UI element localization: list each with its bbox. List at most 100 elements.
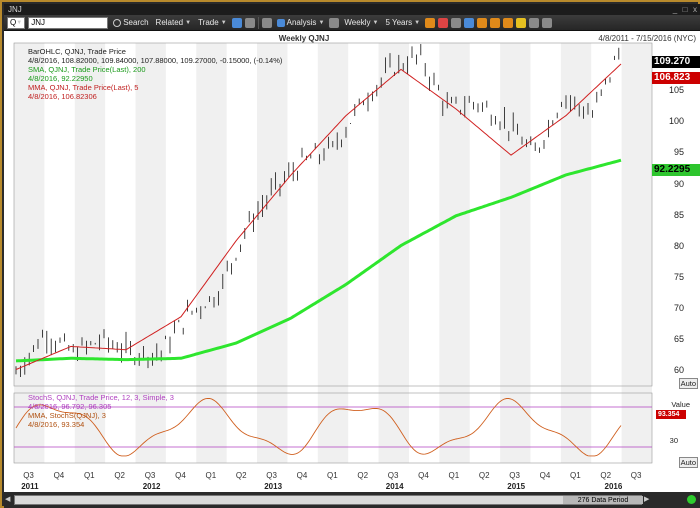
sma-price-tag: 92.2295 (652, 164, 700, 176)
legend-stoch-title: StochS, QJNJ, Trade Price, 12, 3, Simple… (28, 393, 174, 402)
y-tick-70: 70 (673, 303, 684, 313)
search-icon (113, 18, 122, 27)
mma-price-tag: 106.823 (652, 72, 700, 84)
symbol-value: JNJ (31, 18, 45, 27)
chevron-down-icon: ▼ (185, 19, 192, 26)
crosshair-icon[interactable] (451, 17, 462, 28)
x-quarter-label: Q3 (387, 471, 399, 480)
related-label: Related (155, 18, 184, 27)
help-icon[interactable] (542, 17, 553, 28)
chart-type-icon[interactable] (425, 17, 436, 28)
quarter-shade (317, 43, 349, 463)
legend-stoch-mma-title: MMA, StochS(QJNJ), 3 (28, 411, 106, 420)
analysis-icon (276, 18, 285, 27)
legend-sma-title: SMA, QJNJ, Trade Price(Last), 200 (28, 65, 146, 74)
quarter-shade (378, 43, 409, 463)
scroll-left-icon[interactable] (477, 17, 488, 28)
zoom-icon[interactable] (464, 17, 475, 28)
x-quarter-label: Q1 (570, 471, 581, 480)
settings-icon[interactable] (529, 17, 540, 28)
status-bar: ◀ 276 Data Period ▶ (4, 492, 700, 508)
scroll-left-arrow-icon[interactable]: ◀ (5, 496, 11, 503)
range-selector[interactable]: 5 Years ▼ (383, 16, 422, 29)
trade-menu-button[interactable]: Trade ▼ (196, 16, 229, 29)
x-year-label: 2014 (385, 482, 404, 491)
price-auto-scale-button[interactable]: Auto (678, 378, 698, 389)
symbol-type-selector[interactable]: Q ▼ (7, 16, 26, 29)
forward-icon[interactable] (244, 17, 255, 28)
mma-5-line (15, 63, 622, 370)
x-quarter-label: Q3 (144, 471, 156, 480)
scroll-right-arrow-icon[interactable]: ▶ (644, 496, 650, 503)
scroll-right-icon[interactable] (490, 17, 501, 28)
x-quarter-label: Q2 (235, 471, 247, 480)
quarter-shade (621, 43, 652, 463)
draw-tool-icon[interactable] (438, 17, 449, 28)
chevron-down-icon: ▼ (372, 19, 379, 26)
back-icon[interactable] (231, 17, 242, 28)
range-label: 5 Years (385, 18, 413, 27)
connection-status-icon (687, 495, 696, 504)
price-chart[interactable] (4, 31, 700, 492)
x-year-label: 2012 (142, 482, 161, 491)
chevron-down-icon: ▼ (318, 19, 325, 26)
x-quarter-label: Q3 (630, 471, 642, 480)
toolbar: Q ▼ JNJ Search Related ▼ Trade ▼ Analysi… (4, 15, 700, 31)
y-tick-95: 95 (673, 147, 684, 157)
stoch-tick-30: 30 (669, 436, 678, 445)
chevron-down-icon: ▼ (220, 19, 227, 26)
bar-style-icon[interactable] (329, 17, 340, 28)
x-quarter-label: Q2 (114, 471, 125, 480)
y-tick-85: 85 (673, 210, 684, 220)
legend-bar-values: 4/8/2016, 108.82000, 109.84000, 107.8800… (28, 56, 283, 65)
legend-mma-title: MMA, QJNJ, Trade Price(Last), 5 (28, 83, 139, 92)
x-year-label: 2011 (21, 482, 39, 491)
analysis-label: Analysis (286, 18, 317, 27)
period-label: Weekly (344, 18, 371, 27)
trade-label: Trade (198, 18, 219, 27)
period-selector[interactable]: Weekly ▼ (342, 16, 380, 29)
toolbar-divider (257, 16, 259, 29)
x-quarter-label: Q3 (509, 471, 520, 480)
x-quarter-label: Q2 (357, 471, 369, 480)
x-year-label: 2015 (507, 482, 526, 491)
symbol-input[interactable]: JNJ (28, 16, 109, 29)
quarter-shade (196, 43, 227, 463)
folder-icon[interactable] (261, 17, 272, 28)
y-tick-80: 80 (673, 241, 684, 251)
x-quarter-label: Q4 (175, 471, 186, 480)
window-title: JNJ (8, 5, 22, 14)
chevron-down-icon: ▼ (16, 19, 23, 26)
zoom-in-icon[interactable] (503, 17, 514, 28)
search-button[interactable]: Search (111, 16, 150, 29)
maximize-icon[interactable]: □ (682, 5, 688, 14)
stoch-last-tag: 93.354 (656, 410, 686, 419)
x-quarter-label: Q2 (478, 471, 490, 480)
minimize-icon[interactable]: _ (672, 5, 678, 14)
x-quarter-label: Q1 (327, 471, 338, 480)
stoch-pane-border (13, 392, 653, 464)
related-menu-button[interactable]: Related ▼ (154, 16, 194, 29)
analysis-menu-button[interactable]: Analysis ▼ (275, 16, 327, 29)
x-quarter-label: Q4 (53, 471, 65, 480)
x-quarter-label: Q1 (205, 471, 217, 480)
x-quarter-label: Q2 (600, 471, 612, 480)
legend-mma-values: 4/8/2016, 106.82306 (28, 92, 97, 101)
scrollbar-thumb[interactable]: 276 Data Period (563, 496, 643, 504)
alert-icon[interactable] (516, 17, 527, 28)
close-icon[interactable]: x (693, 5, 697, 14)
legend-sma-values: 4/8/2016, 92.22950 (28, 74, 93, 83)
legend-stoch-mma-values: 4/8/2016, 93.354 (28, 420, 85, 429)
x-quarter-label: Q4 (539, 471, 551, 480)
y-tick-60: 60 (673, 365, 684, 375)
chart-panel[interactable]: Weekly QJNJ 4/8/2011 - 7/15/2016 (NYC) B… (4, 31, 700, 492)
y-tick-65: 65 (673, 334, 684, 344)
x-quarter-label: Q3 (266, 471, 277, 480)
time-scrollbar[interactable]: 276 Data Period (14, 495, 643, 505)
x-year-label: 2013 (264, 482, 283, 491)
stoch-auto-scale-button[interactable]: Auto (678, 457, 698, 468)
stoch-line (15, 397, 622, 457)
x-quarter-label: Q1 (83, 471, 95, 480)
stoch-value-label: Value (671, 400, 690, 409)
quarter-shade (500, 43, 531, 463)
